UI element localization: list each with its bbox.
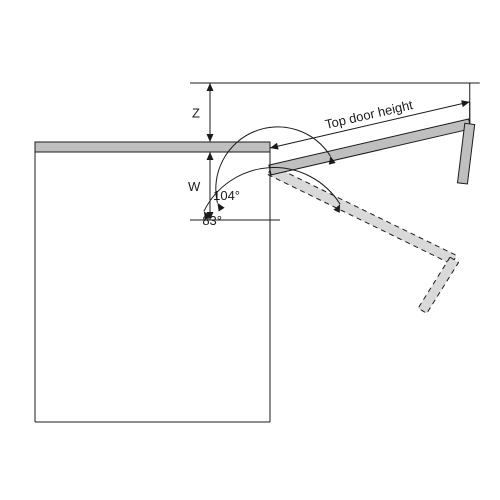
- label-w: W: [188, 179, 201, 194]
- label-angle-104: 104°: [213, 188, 240, 203]
- label-angle-83: 83°: [202, 213, 222, 228]
- label-z: Z: [192, 106, 200, 121]
- label-top-door: Top door height: [324, 97, 415, 132]
